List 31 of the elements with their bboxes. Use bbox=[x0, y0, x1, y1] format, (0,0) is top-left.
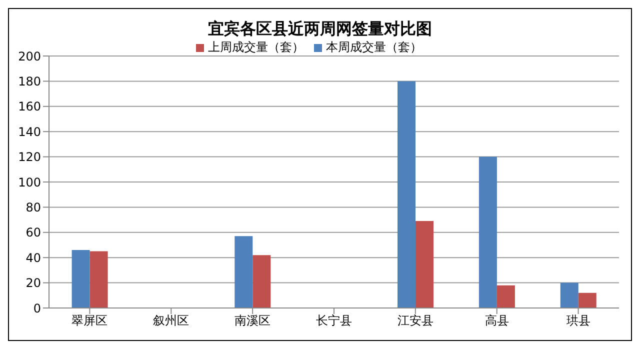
y-tick-label: 120 bbox=[18, 150, 41, 164]
bar bbox=[560, 282, 578, 308]
chart-title: 宜宾各区县近两周网签量对比图 bbox=[207, 19, 433, 40]
x-tick-label: 长宁县 bbox=[316, 314, 352, 328]
y-tick-label: 60 bbox=[26, 226, 41, 240]
y-tick-label: 140 bbox=[18, 124, 41, 139]
x-tick-label: 高县 bbox=[484, 314, 509, 328]
x-tick-label: 江安县 bbox=[397, 314, 434, 328]
bar bbox=[416, 221, 434, 308]
x-tick-label: 珙县 bbox=[566, 314, 590, 328]
bar bbox=[398, 81, 416, 308]
bar bbox=[252, 255, 271, 308]
x-tick-label: 叙州区 bbox=[153, 314, 190, 328]
legend-label: 本周成交量（套） bbox=[326, 40, 422, 54]
y-tick-label: 20 bbox=[26, 276, 41, 290]
x-tick-label: 翠屏区 bbox=[72, 314, 108, 328]
y-tick-label: 200 bbox=[18, 49, 41, 64]
bar bbox=[496, 285, 515, 308]
bar bbox=[478, 156, 497, 308]
bar bbox=[90, 251, 108, 308]
bar bbox=[234, 236, 253, 308]
y-tick-label: 180 bbox=[18, 74, 41, 88]
y-tick-label: 80 bbox=[26, 200, 41, 214]
y-tick-label: 160 bbox=[18, 100, 41, 114]
y-tick-label: 100 bbox=[18, 175, 41, 190]
bar bbox=[578, 292, 596, 308]
legend-label: 上周成交量（套） bbox=[208, 40, 304, 54]
x-tick-label: 南溪区 bbox=[234, 314, 271, 328]
bar bbox=[72, 250, 90, 308]
y-tick-label: 40 bbox=[26, 250, 41, 265]
y-tick-label: 0 bbox=[33, 301, 41, 316]
